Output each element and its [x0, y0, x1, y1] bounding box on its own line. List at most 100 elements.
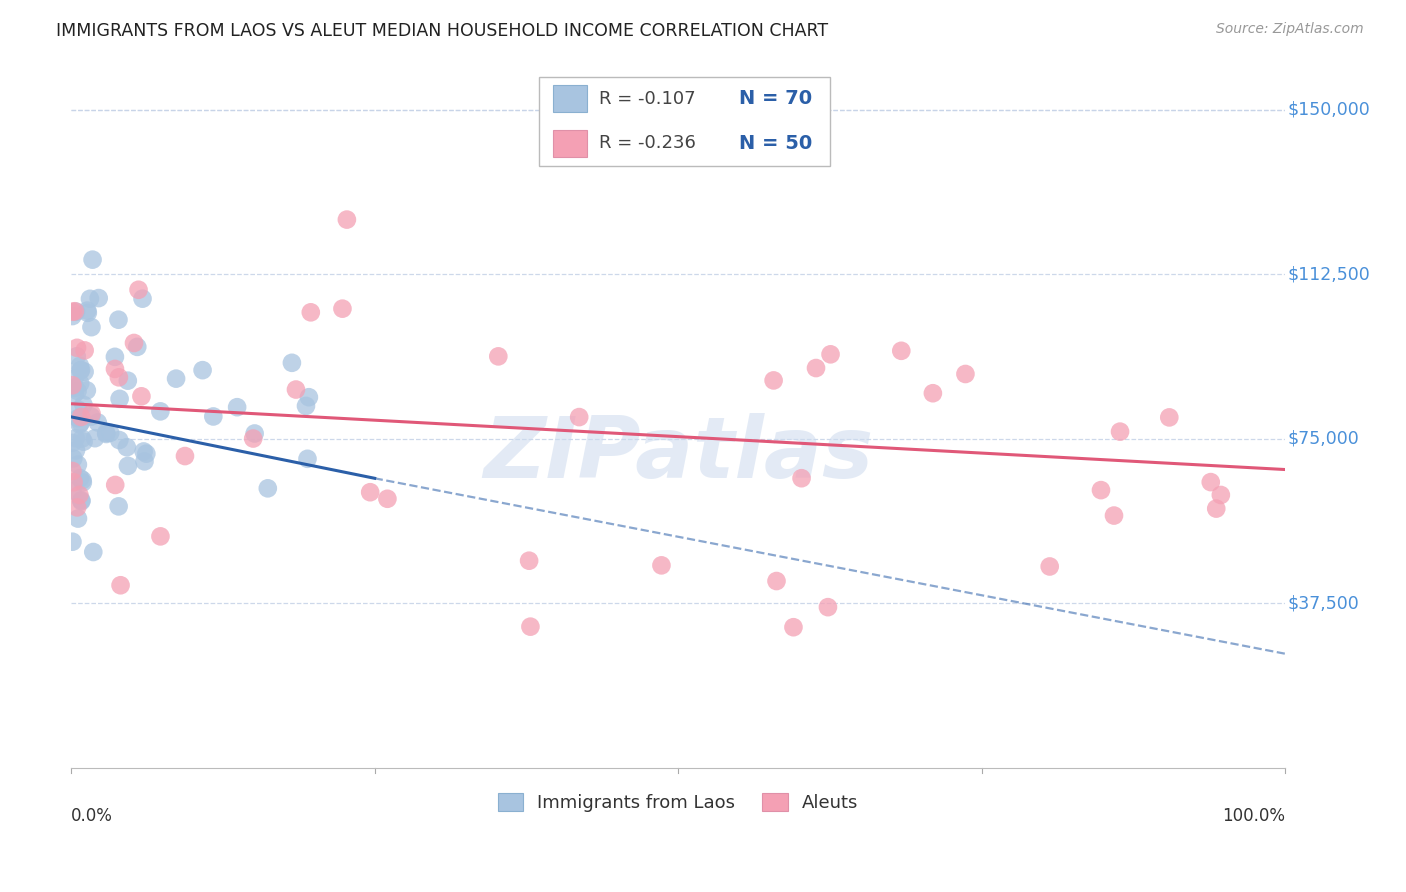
Point [63, 387, 86, 401]
Point [295, 399, 318, 413]
Text: $75,000: $75,000 [1288, 430, 1360, 448]
Point [82, 545, 104, 559]
Point [790, 471, 813, 485]
Point [1039, 559, 1062, 574]
Point [298, 390, 321, 404]
Point [149, 404, 172, 418]
Point [73, 343, 96, 358]
Point [65, 431, 87, 445]
Point [62, 483, 84, 498]
Point [66, 511, 89, 525]
Point [128, 283, 150, 297]
Point [72, 473, 94, 487]
Point [62, 435, 84, 450]
Point [66, 458, 89, 472]
Point [650, 558, 672, 573]
Point [72, 475, 94, 490]
Point [76, 303, 98, 318]
Point [1109, 425, 1132, 439]
FancyBboxPatch shape [553, 85, 588, 112]
Point [817, 600, 839, 615]
Text: $112,500: $112,500 [1288, 266, 1371, 284]
Point [1102, 508, 1125, 523]
Point [782, 620, 804, 634]
Point [87, 291, 110, 305]
Point [1090, 483, 1112, 497]
Point [243, 426, 266, 441]
Point [70, 432, 93, 446]
Point [568, 410, 591, 425]
Text: 100.0%: 100.0% [1222, 807, 1285, 825]
Point [149, 529, 172, 543]
Point [202, 409, 225, 424]
Point [104, 350, 127, 364]
Point [65, 304, 87, 318]
Point [765, 574, 787, 588]
Point [1199, 475, 1222, 489]
Point [804, 361, 827, 376]
Point [84, 431, 107, 445]
Point [108, 433, 131, 447]
Text: R = -0.236: R = -0.236 [599, 135, 696, 153]
Point [96, 425, 118, 440]
Point [165, 371, 187, 385]
Point [67, 488, 90, 502]
Point [284, 383, 307, 397]
Point [66, 411, 89, 425]
Point [107, 312, 129, 326]
Text: Source: ZipAtlas.com: Source: ZipAtlas.com [1216, 22, 1364, 37]
Point [486, 350, 509, 364]
Point [69, 376, 91, 391]
Point [69, 471, 91, 485]
Text: $150,000: $150,000 [1288, 101, 1371, 119]
Point [62, 305, 84, 319]
Point [76, 306, 98, 320]
Point [82, 252, 104, 267]
Point [820, 347, 842, 361]
Point [1205, 501, 1227, 516]
Point [134, 454, 156, 468]
Point [108, 392, 131, 406]
Point [377, 491, 399, 506]
Text: $37,500: $37,500 [1288, 594, 1360, 612]
Point [69, 359, 91, 373]
Point [127, 340, 149, 354]
Point [72, 434, 94, 449]
Point [281, 356, 304, 370]
Point [62, 534, 84, 549]
Point [62, 309, 84, 323]
Point [256, 481, 278, 495]
Point [73, 365, 96, 379]
Point [332, 301, 354, 316]
Point [96, 427, 118, 442]
Point [115, 440, 138, 454]
Point [80, 320, 103, 334]
Point [80, 409, 103, 424]
Point [98, 425, 121, 440]
Point [70, 493, 93, 508]
Text: ZIPatlas: ZIPatlas [484, 413, 873, 496]
Point [76, 384, 98, 398]
Point [132, 444, 155, 458]
Point [226, 400, 249, 414]
Point [70, 494, 93, 508]
Point [955, 367, 977, 381]
FancyBboxPatch shape [553, 130, 588, 157]
Point [359, 485, 381, 500]
Point [62, 451, 84, 466]
Point [65, 443, 87, 458]
Point [117, 458, 139, 473]
Point [87, 416, 110, 430]
Point [517, 554, 540, 568]
Point [191, 363, 214, 377]
Point [104, 478, 127, 492]
Point [63, 304, 86, 318]
Point [80, 407, 103, 421]
Point [174, 449, 197, 463]
Point [336, 212, 359, 227]
Point [107, 500, 129, 514]
FancyBboxPatch shape [538, 77, 830, 166]
Point [69, 363, 91, 377]
Point [66, 349, 89, 363]
Point [762, 373, 785, 387]
